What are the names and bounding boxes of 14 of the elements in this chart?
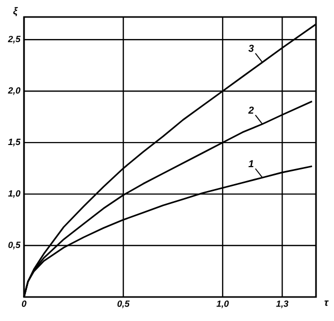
y-tick-label: 2,0 [8,87,20,95]
series-label: 2 [248,106,254,114]
y-axis-title: ξ [13,7,18,16]
x-tick-label: 0 [22,300,26,307]
series-label: 3 [248,44,254,52]
series-label: 1 [248,160,254,168]
x-tick-label: 0,5 [117,300,130,308]
x-tick-label: 1,0 [216,300,229,308]
x-axis-title: τ [324,300,329,306]
y-tick-label: 2,5 [8,36,21,44]
x-tick-label: 1,3 [276,300,288,308]
y-tick-label: 1,0 [8,190,20,198]
y-tick-label: 1,5 [8,138,21,146]
y-tick-label: 0,5 [8,242,21,250]
